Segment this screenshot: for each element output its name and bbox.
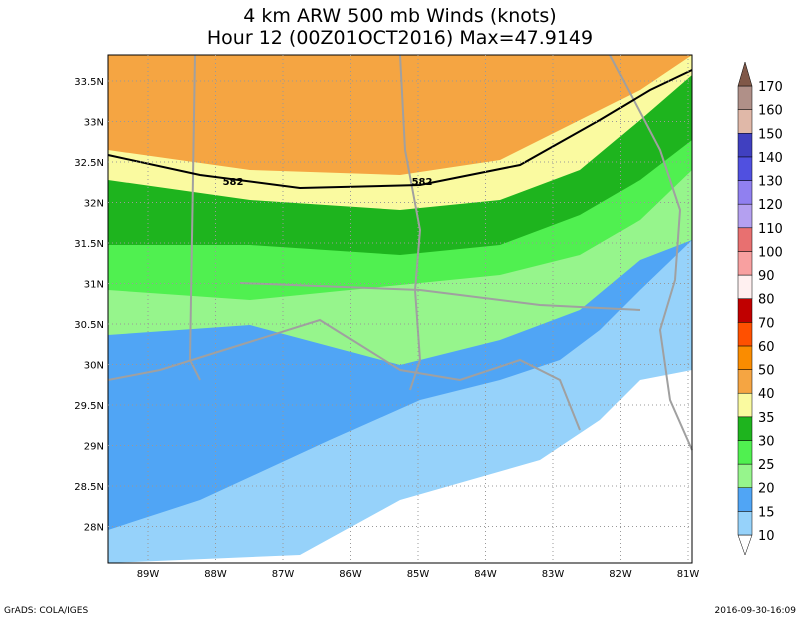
colorbar-label: 15 (758, 505, 775, 520)
colorbar-label: 25 (758, 458, 775, 473)
lon-label: 81W (677, 569, 700, 580)
colorbar-label: 140 (758, 151, 783, 166)
colorbar-label: 130 (758, 175, 783, 190)
colorbar-label: 80 (758, 293, 775, 308)
colorbar-box (737, 85, 753, 110)
lon-label: 87W (272, 569, 295, 580)
colorbar-box (737, 345, 753, 370)
coastline (107, 318, 581, 431)
colorbar-box (737, 274, 753, 299)
colorbar-box (737, 180, 753, 205)
band (108, 55, 692, 175)
colorbar-box (737, 156, 753, 181)
contour-582 (107, 69, 693, 190)
colorbar-box (737, 511, 753, 536)
lon-label: 88W (204, 569, 227, 580)
colorbar-label: 10 (758, 529, 775, 544)
lat-label: 28.5N (74, 482, 104, 493)
lat-label: 33.5N (74, 77, 104, 88)
colorbar-box (737, 463, 753, 488)
subtitle: Hour 12 (00Z01OCT2016) Max=47.9149 (207, 27, 593, 49)
colorbar-triangle (737, 61, 753, 87)
colorbar-label: 35 (758, 411, 775, 426)
colorbar-box (737, 416, 753, 441)
lon-label: 89W (137, 569, 160, 580)
lon-label: 85W (407, 569, 430, 580)
colorbar-label: 120 (758, 198, 783, 213)
colorbar-label: 150 (758, 127, 783, 142)
lat-label: 32N (84, 199, 104, 210)
contour-label: 582 (223, 177, 244, 188)
lat-label: 30N (84, 361, 104, 372)
colorbar-label: 40 (758, 387, 775, 402)
lat-label: 31.5N (74, 239, 104, 250)
lat-label: 33N (84, 118, 104, 129)
colorbar-label: 100 (758, 245, 783, 260)
colorbar-box (737, 227, 753, 252)
colorbar-box (737, 487, 753, 512)
colorbar-box (737, 322, 753, 347)
colorbar-label: 170 (758, 80, 783, 95)
lat-label: 29N (84, 442, 104, 453)
lon-label: 86W (339, 569, 362, 580)
colorbar-label: 70 (758, 316, 775, 331)
lat-label: 31N (84, 280, 104, 291)
colorbar-label: 50 (758, 364, 775, 379)
colorbar-box (737, 133, 753, 158)
state-border (239, 282, 641, 311)
lon-label: 83W (542, 569, 565, 580)
lat-label: 30.5N (74, 320, 104, 331)
map: 582 582 (107, 54, 693, 564)
map-frame (107, 54, 693, 564)
lat-label: 28N (84, 523, 104, 534)
colorbar-label: 90 (758, 269, 775, 284)
lon-label: 82W (609, 569, 632, 580)
colorbar-triangle (737, 534, 753, 556)
footer-left: GrADS: COLA/IGES (4, 606, 88, 616)
colorbar-box (737, 203, 753, 229)
lat-label: 29.5N (74, 401, 104, 412)
lon-label: 84W (474, 569, 497, 580)
colorbar-box (737, 298, 753, 323)
colorbar-box (737, 392, 753, 418)
colorbar-label: 20 (758, 482, 775, 497)
colorbar-box (737, 251, 753, 276)
colorbar-label: 60 (758, 340, 775, 355)
colorbar-box (737, 109, 753, 134)
footer-right: 2016-09-30-16:09 (715, 606, 797, 616)
lat-label: 32.5N (74, 158, 104, 169)
colorbar-label: 110 (758, 222, 783, 237)
colorbar-box (737, 440, 753, 465)
colorbar-box (737, 369, 753, 394)
colorbar-label: 160 (758, 104, 783, 119)
title: 4 km ARW 500 mb Winds (knots) (243, 5, 556, 27)
colorbar-label: 30 (758, 434, 775, 449)
contour-label: 582 (412, 177, 433, 188)
coastline (609, 54, 693, 451)
